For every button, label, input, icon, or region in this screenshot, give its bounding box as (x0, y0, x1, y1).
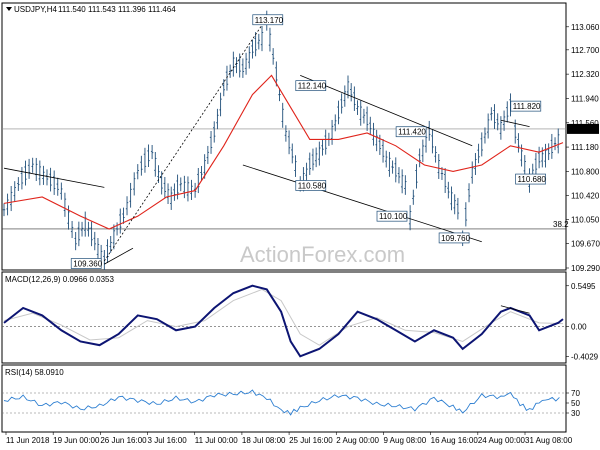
macd-divergence-line (500, 305, 530, 314)
price-header-open: 111.540 (58, 5, 86, 14)
rsi-panel (1, 364, 567, 433)
channel-lower-line (242, 164, 482, 243)
dropdown-arrow-icon[interactable] (6, 7, 12, 11)
channel-upper-line (300, 75, 473, 147)
price-annotation-box (376, 210, 408, 222)
rsi-tick-label: 70 (571, 389, 580, 398)
price-tick-label: 109.290 (571, 264, 600, 273)
rsi-line (3, 389, 560, 416)
price-tick-label: 110.050 (571, 215, 600, 224)
trendline-lower-left (104, 247, 134, 265)
date-tick-label: 25 Jul 16:00 (289, 436, 333, 445)
price-annotation: 113.170 (255, 16, 284, 25)
price-tick-label: 112.700 (571, 46, 600, 55)
price-tick-label: 112.320 (571, 70, 600, 79)
price-header-low: 111.396 (118, 5, 146, 14)
price-annotation: 110.100 (379, 212, 408, 221)
price-plot: 38.2 113.170 112.140 111.820 111.420 110.580 1… (2, 10, 569, 271)
price-tick-label: 111.940 (571, 94, 599, 103)
price-annotation-box (295, 80, 327, 92)
price-tick-label: 113.060 (571, 23, 600, 32)
y-axis-labels: 113.060 112.700 112.320 111.940 111.560 111.1… (566, 23, 600, 273)
rsi-tick-label: 50 (571, 399, 580, 408)
price-annotation: 112.140 (298, 82, 327, 91)
rsi-tick-label: 30 (571, 409, 580, 418)
price-tick-label: 111.560 (571, 119, 599, 128)
price-header-high: 111.543 (88, 5, 116, 14)
price-tick-label: 110.800 (571, 167, 600, 176)
date-tick-label: 3 Jul 16:00 (148, 436, 188, 445)
date-tick-label: 2 Aug 00:00 (336, 436, 379, 445)
price-annotation: 111.820 (513, 102, 541, 111)
price-annotation: 110.580 (298, 181, 327, 190)
last-price-tag (567, 123, 599, 134)
price-tick-label: 109.670 (571, 240, 600, 249)
macd-plot: 0.5495 0.00 -0.4029 (2, 282, 599, 362)
price-annotation-box (252, 14, 284, 26)
price-annotation-box (438, 232, 470, 244)
price-annotation: 109.360 (73, 260, 102, 269)
price-annotation-box (515, 173, 546, 185)
price-header-close: 111.464 (148, 5, 176, 14)
rsi-header: RSI(14) 58.0910 (5, 368, 64, 377)
macd-tick-label: 0.5495 (571, 282, 596, 291)
price-annotation: 109.760 (441, 234, 470, 243)
price-tick-label: 111.180 (571, 143, 599, 152)
trendline-recent (500, 119, 530, 127)
date-tick-label: 11 Jul 00:00 (195, 436, 239, 445)
price-annotation-box (510, 100, 542, 112)
date-tick-label: 16 Aug 16:00 (431, 436, 479, 445)
price-annotation: 110.680 (518, 175, 547, 184)
date-tick-label: 24 Aug 00:00 (478, 436, 526, 445)
price-tick-label: 110.420 (571, 192, 600, 201)
macd-signal-line (3, 288, 564, 346)
date-tick-label: 9 Aug 08:00 (383, 436, 426, 445)
price-annotation-box (70, 258, 102, 269)
date-tick-label: 11 Jun 2018 (6, 436, 50, 445)
macd-line (3, 284, 564, 358)
date-tick-label: 26 Jun 16:00 (100, 436, 147, 445)
price-header-symbol: USDJPY,H4 (14, 5, 58, 14)
fib-level-label: 38.2 (553, 220, 569, 229)
date-tick-label: 18 Jul 08:00 (242, 436, 286, 445)
date-tick-label: 19 Jun 00:00 (53, 436, 100, 445)
watermark: ActionForex.com (240, 242, 405, 267)
macd-tick-label: 0.00 (571, 323, 587, 332)
trendline-upper-left (3, 167, 105, 188)
last-price-label: 111.464 (569, 125, 597, 134)
trendline-dotted-rising (104, 17, 268, 262)
price-annotation-box (395, 126, 427, 138)
x-axis-labels: 11 Jun 2018 19 Jun 00:00 26 Jun 16:00 3 Jul… (5, 432, 573, 445)
date-tick-label: 31 Aug 08:00 (525, 436, 573, 445)
macd-tick-label: -0.4029 (571, 353, 599, 362)
price-annotation: 111.420 (398, 128, 426, 137)
price-annotation-box (295, 180, 327, 191)
macd-header: MACD(12,26,9) 0.0966 0.0353 (5, 275, 115, 284)
price-panel (1, 2, 567, 271)
moving-average-line (3, 74, 564, 230)
